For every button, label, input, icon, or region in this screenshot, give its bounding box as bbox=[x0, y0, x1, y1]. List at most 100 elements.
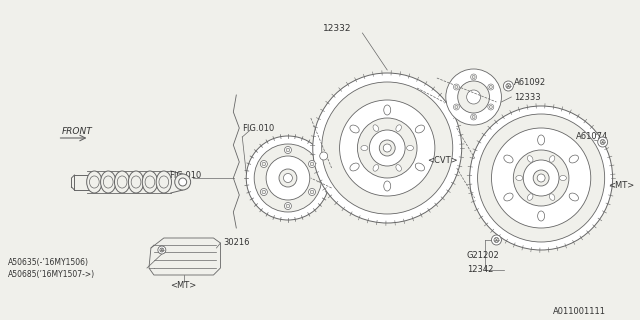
Circle shape bbox=[320, 152, 328, 160]
Circle shape bbox=[308, 188, 316, 196]
Text: A011001111: A011001111 bbox=[554, 308, 606, 316]
Text: FRONT: FRONT bbox=[61, 126, 92, 135]
Ellipse shape bbox=[145, 176, 155, 188]
Circle shape bbox=[260, 188, 268, 196]
Ellipse shape bbox=[100, 171, 116, 193]
Circle shape bbox=[470, 74, 477, 80]
Text: A61074: A61074 bbox=[576, 132, 608, 140]
Circle shape bbox=[600, 140, 605, 145]
Ellipse shape bbox=[90, 176, 99, 188]
Ellipse shape bbox=[569, 193, 579, 201]
Circle shape bbox=[279, 169, 297, 187]
Circle shape bbox=[310, 162, 314, 166]
Circle shape bbox=[472, 116, 475, 118]
Circle shape bbox=[313, 73, 461, 223]
Circle shape bbox=[380, 140, 395, 156]
Ellipse shape bbox=[527, 194, 533, 200]
Ellipse shape bbox=[396, 125, 401, 132]
Circle shape bbox=[266, 156, 310, 200]
Circle shape bbox=[308, 161, 316, 167]
Text: <MT>: <MT> bbox=[170, 281, 197, 290]
Ellipse shape bbox=[504, 155, 513, 163]
Circle shape bbox=[470, 106, 612, 250]
Ellipse shape bbox=[117, 176, 127, 188]
Circle shape bbox=[494, 237, 499, 243]
Ellipse shape bbox=[538, 135, 545, 145]
Circle shape bbox=[492, 235, 501, 245]
Text: 12342: 12342 bbox=[467, 266, 493, 275]
Ellipse shape bbox=[396, 164, 401, 171]
Circle shape bbox=[533, 170, 549, 186]
Ellipse shape bbox=[504, 193, 513, 201]
Circle shape bbox=[488, 84, 494, 90]
Ellipse shape bbox=[142, 171, 157, 193]
Circle shape bbox=[340, 100, 435, 196]
Text: FIG.010: FIG.010 bbox=[169, 171, 201, 180]
Text: A61092: A61092 bbox=[515, 77, 547, 86]
Text: FIG.010: FIG.010 bbox=[243, 124, 275, 132]
Text: 12333: 12333 bbox=[515, 92, 541, 101]
Circle shape bbox=[472, 76, 475, 78]
Circle shape bbox=[488, 104, 494, 110]
Ellipse shape bbox=[569, 155, 579, 163]
Circle shape bbox=[160, 248, 164, 252]
Circle shape bbox=[284, 147, 291, 154]
Circle shape bbox=[524, 160, 559, 196]
Circle shape bbox=[310, 190, 314, 194]
Circle shape bbox=[477, 114, 605, 242]
Ellipse shape bbox=[549, 194, 555, 200]
Circle shape bbox=[446, 69, 501, 125]
Circle shape bbox=[179, 178, 187, 186]
Circle shape bbox=[458, 81, 490, 113]
Circle shape bbox=[383, 144, 391, 152]
Circle shape bbox=[453, 84, 460, 90]
Circle shape bbox=[455, 106, 458, 108]
Ellipse shape bbox=[159, 176, 169, 188]
Ellipse shape bbox=[131, 176, 141, 188]
Circle shape bbox=[158, 246, 166, 254]
Circle shape bbox=[246, 136, 330, 220]
Text: G21202: G21202 bbox=[467, 251, 499, 260]
Circle shape bbox=[537, 174, 545, 182]
Ellipse shape bbox=[406, 146, 413, 150]
Circle shape bbox=[470, 114, 477, 120]
Circle shape bbox=[284, 173, 292, 182]
Circle shape bbox=[369, 130, 405, 166]
Circle shape bbox=[490, 85, 492, 89]
Ellipse shape bbox=[559, 175, 566, 180]
Text: <MT>: <MT> bbox=[607, 180, 634, 189]
Ellipse shape bbox=[538, 211, 545, 221]
Circle shape bbox=[455, 85, 458, 89]
Circle shape bbox=[260, 161, 268, 167]
Ellipse shape bbox=[516, 175, 523, 180]
Circle shape bbox=[513, 150, 569, 206]
Ellipse shape bbox=[103, 176, 113, 188]
Circle shape bbox=[492, 128, 591, 228]
Ellipse shape bbox=[415, 163, 424, 171]
Ellipse shape bbox=[549, 156, 555, 162]
Text: A50685(’16MY1507->): A50685(’16MY1507->) bbox=[8, 269, 95, 278]
Ellipse shape bbox=[115, 171, 130, 193]
Ellipse shape bbox=[527, 156, 533, 162]
Ellipse shape bbox=[373, 164, 379, 171]
Polygon shape bbox=[149, 238, 220, 275]
Circle shape bbox=[490, 106, 492, 108]
Text: <CVT>: <CVT> bbox=[427, 156, 458, 164]
Text: A50635(-’16MY1506): A50635(-’16MY1506) bbox=[8, 259, 89, 268]
Circle shape bbox=[598, 137, 607, 147]
Ellipse shape bbox=[415, 125, 424, 133]
Circle shape bbox=[467, 90, 481, 104]
Text: 12332: 12332 bbox=[323, 23, 352, 33]
Circle shape bbox=[286, 204, 290, 208]
Ellipse shape bbox=[156, 171, 172, 193]
Circle shape bbox=[254, 144, 322, 212]
Ellipse shape bbox=[129, 171, 143, 193]
Ellipse shape bbox=[384, 105, 390, 115]
Text: 30216: 30216 bbox=[223, 237, 250, 246]
Ellipse shape bbox=[373, 125, 379, 132]
Circle shape bbox=[506, 84, 511, 89]
Circle shape bbox=[175, 174, 191, 190]
Ellipse shape bbox=[350, 163, 359, 171]
Ellipse shape bbox=[361, 146, 368, 150]
Circle shape bbox=[286, 148, 290, 152]
